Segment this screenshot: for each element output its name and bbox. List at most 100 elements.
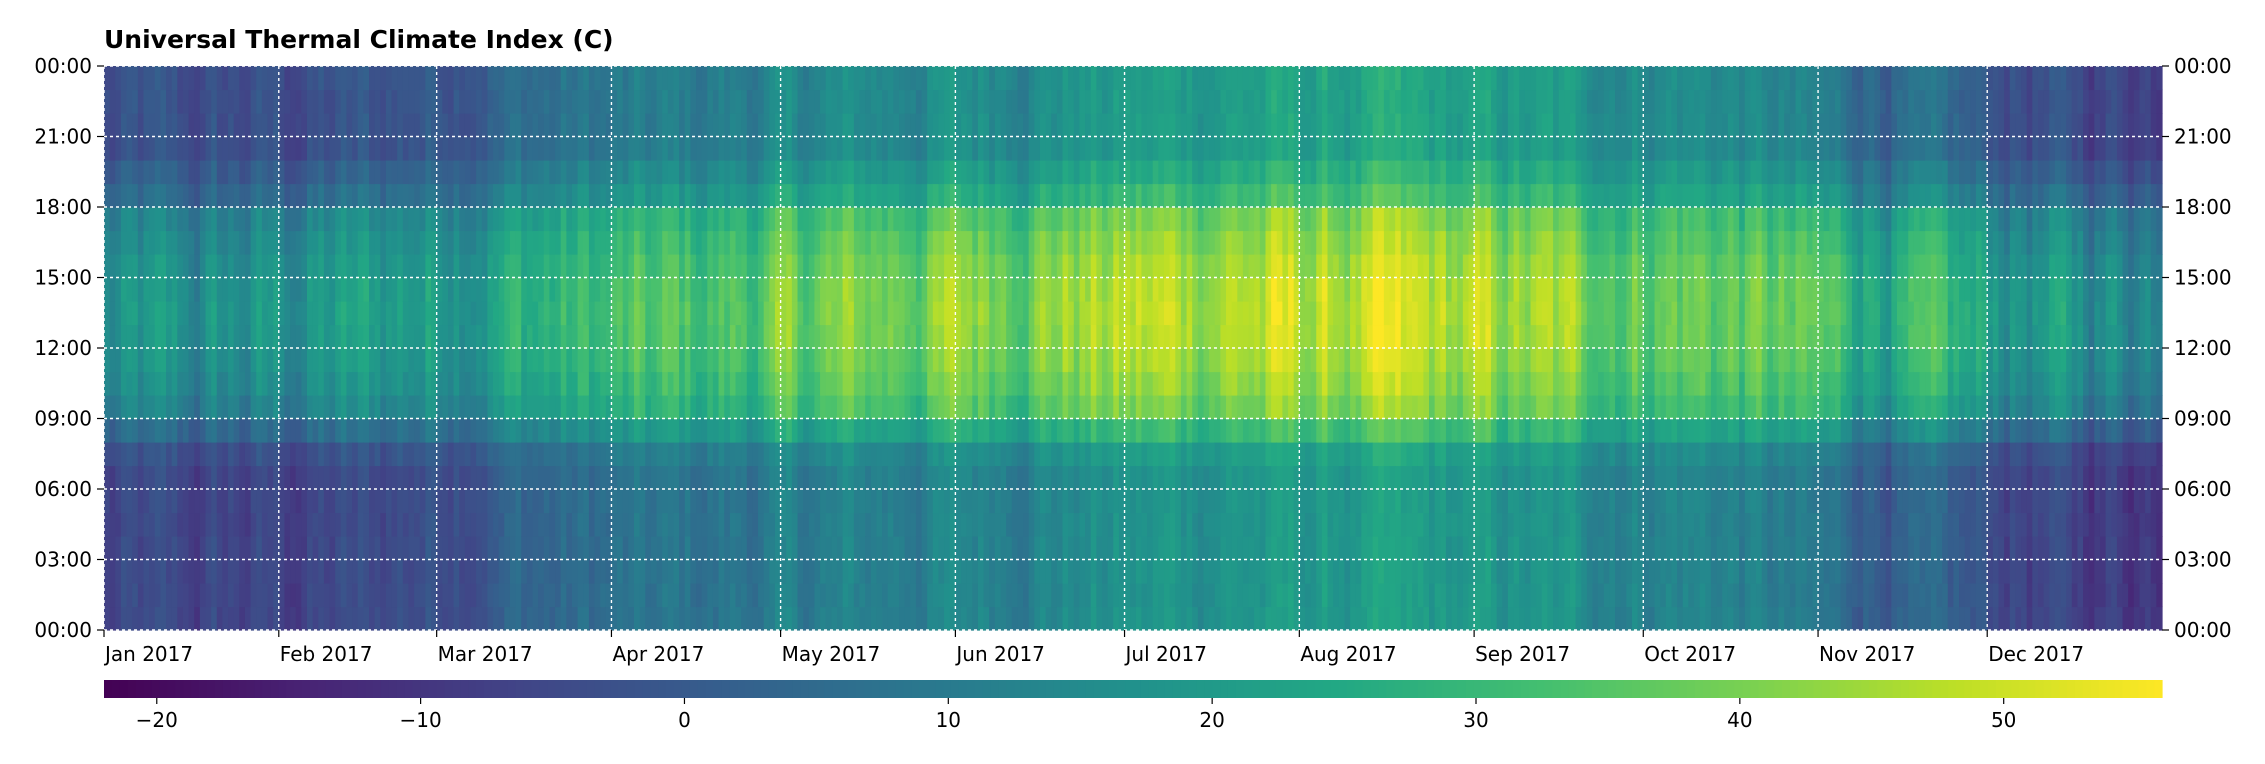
heatmap-cell [634, 183, 641, 208]
heatmap-cell [1130, 136, 1137, 161]
heatmap-cell [250, 301, 257, 326]
heatmap-cell [684, 324, 691, 349]
heatmap-cell [278, 89, 286, 114]
heatmap-cell [696, 277, 703, 302]
heatmap-cell [1186, 324, 1193, 349]
heatmap-cell [132, 136, 139, 161]
heatmap-cell [876, 254, 883, 279]
heatmap-cell [205, 418, 212, 443]
heatmap-cell [284, 371, 291, 396]
heatmap-cell [836, 512, 844, 537]
heatmap-cell [160, 536, 167, 561]
heatmap-cell [515, 113, 522, 138]
heatmap-cell [1226, 465, 1233, 490]
heatmap-cell [1034, 512, 1041, 537]
heatmap-cell [132, 66, 139, 91]
heatmap-cell [239, 160, 246, 185]
heatmap-cell [893, 348, 900, 373]
heatmap-cell [160, 160, 167, 185]
heatmap-cell [994, 371, 1002, 396]
heatmap-cell [369, 442, 376, 467]
heatmap-cell [515, 254, 522, 279]
heatmap-cell [431, 348, 438, 373]
heatmap-cell [1209, 277, 1216, 302]
heatmap-cell [1017, 442, 1024, 467]
heatmap-cell [577, 536, 584, 561]
heatmap-cell [701, 183, 708, 208]
heatmap-cell [194, 136, 201, 161]
heatmap-cell [419, 277, 426, 302]
heatmap-cell [1034, 536, 1041, 561]
heatmap-cell [882, 583, 889, 608]
heatmap-cell [989, 606, 996, 631]
heatmap-cell [278, 136, 286, 161]
heatmap-cell [256, 89, 263, 114]
heatmap-cell [1180, 583, 1188, 608]
heatmap-cell [1006, 89, 1013, 114]
heatmap-cell [1242, 230, 1250, 255]
heatmap-cell [842, 254, 849, 279]
heatmap-cell [380, 606, 387, 631]
heatmap-cell [1079, 136, 1086, 161]
heatmap-cell [1006, 254, 1013, 279]
heatmap-cell [267, 277, 274, 302]
heatmap-cell [1118, 113, 1126, 138]
heatmap-cell [402, 395, 410, 420]
heatmap-cell [882, 442, 889, 467]
heatmap-cell [470, 583, 477, 608]
heatmap-cell [1011, 489, 1019, 514]
heatmap-cell [205, 536, 212, 561]
heatmap-cell [459, 160, 466, 185]
heatmap-cell [1175, 89, 1182, 114]
heatmap-cell [662, 395, 669, 420]
heatmap-cell [137, 371, 145, 396]
heatmap-cell [216, 324, 224, 349]
heatmap-cell [143, 606, 150, 631]
heatmap-cell [752, 113, 759, 138]
heatmap-cell [1175, 277, 1182, 302]
heatmap-cell [352, 89, 359, 114]
heatmap-cell [273, 348, 280, 373]
heatmap-cell [634, 277, 641, 302]
heatmap-cell [1259, 66, 1267, 91]
heatmap-cell [154, 183, 161, 208]
heatmap-cell [1130, 371, 1137, 396]
heatmap-cell [904, 348, 911, 373]
heatmap-cell [290, 418, 297, 443]
heatmap-cell [425, 465, 432, 490]
heatmap-cell [814, 207, 821, 232]
heatmap-cell [431, 418, 438, 443]
heatmap-cell [481, 512, 489, 537]
heatmap-cell [1056, 395, 1064, 420]
heatmap-cell [301, 254, 308, 279]
heatmap-cell [571, 583, 579, 608]
heatmap-cell [1079, 512, 1086, 537]
heatmap-cell [239, 230, 246, 255]
heatmap-cell [803, 183, 810, 208]
heatmap-cell [120, 160, 128, 185]
heatmap-cell [369, 348, 376, 373]
heatmap-cell [301, 207, 308, 232]
heatmap-cell [1028, 465, 1035, 490]
heatmap-cell [938, 395, 945, 420]
heatmap-cell [538, 583, 545, 608]
heatmap-cell [994, 512, 1002, 537]
heatmap-cell [1113, 418, 1120, 443]
heatmap-cell [577, 277, 584, 302]
heatmap-cell [318, 66, 325, 91]
heatmap-cell [808, 395, 816, 420]
heatmap-cell [876, 160, 883, 185]
heatmap-cell [1079, 301, 1086, 326]
heatmap-cell [284, 66, 291, 91]
heatmap-cell [509, 89, 517, 114]
heatmap-cell [1192, 301, 1199, 326]
heatmap-cell [803, 395, 810, 420]
heatmap-cell [887, 66, 894, 91]
heatmap-cell [515, 512, 522, 537]
heatmap-cell [966, 536, 973, 561]
heatmap-cell [1107, 230, 1114, 255]
heatmap-cell [932, 465, 940, 490]
heatmap-cell [515, 348, 522, 373]
heatmap-cell [115, 489, 122, 514]
heatmap-cell [650, 89, 658, 114]
